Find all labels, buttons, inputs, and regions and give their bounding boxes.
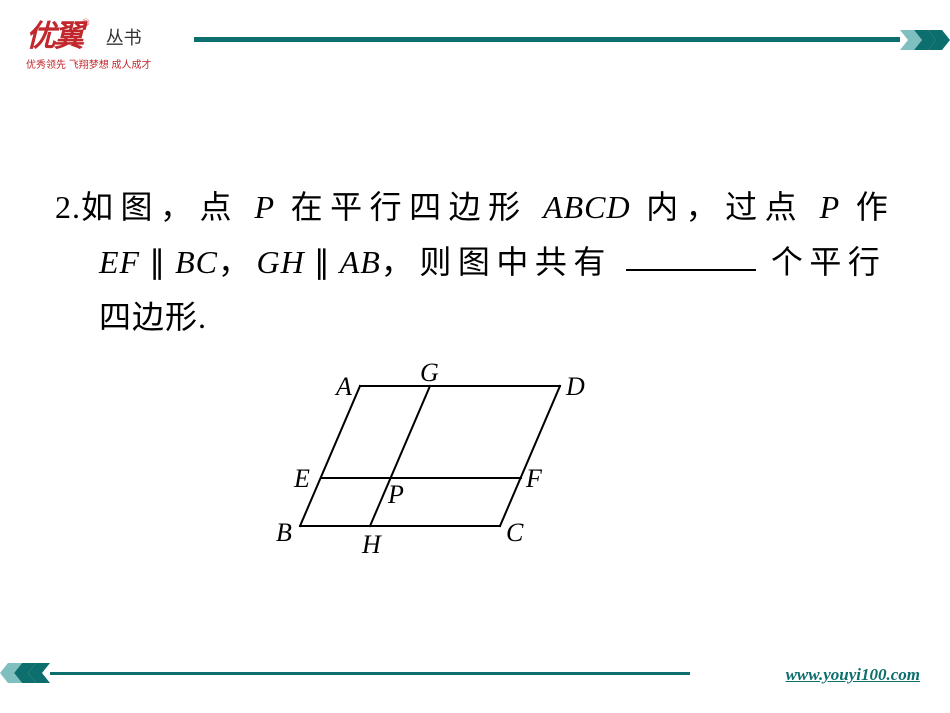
text: ， — [218, 244, 257, 280]
vertex-label-D: D — [566, 372, 585, 402]
vertex-label-P: P — [388, 480, 404, 510]
figure-parallelogram: ADBCGHEFP — [270, 366, 610, 566]
math-ABCD: ABCD — [543, 189, 631, 225]
text: ，则图中共有 — [381, 244, 612, 280]
math-BC: BC — [175, 244, 218, 280]
parallel-symbol: ∥ — [140, 244, 175, 280]
problem-line-3: 四边形. — [55, 290, 910, 345]
vertex-label-A: A — [336, 372, 352, 402]
footer-url: www.youyi100.com — [786, 665, 920, 685]
problem-text: 2.如图，点 P 在平行四边形 ABCD 内，过点 P 作 EF ∥ BC，GH… — [55, 180, 910, 345]
vertex-label-C: C — [506, 518, 523, 548]
chevron-right-icon — [900, 30, 950, 50]
logo-block: 优翼® 丛书 优秀领先 飞翔梦想 成人成才 — [26, 22, 188, 71]
text: 如图，点 — [81, 189, 255, 225]
problem-line-1: 2.如图，点 P 在平行四边形 ABCD 内，过点 P 作 — [55, 180, 910, 235]
math-AB: AB — [340, 244, 381, 280]
vertex-label-F: F — [526, 464, 542, 494]
answer-blank[interactable] — [626, 269, 756, 271]
vertex-label-G: G — [420, 358, 439, 388]
footer-bar — [50, 672, 690, 675]
vertex-label-H: H — [362, 530, 381, 560]
logo-tagline: 优秀领先 飞翔梦想 成人成才 — [26, 56, 188, 71]
chevron-left-icon — [0, 663, 50, 683]
logo-text: 优翼 — [26, 22, 82, 52]
header-bar — [194, 37, 900, 42]
problem-number: 2. — [55, 189, 81, 225]
text: 作 — [840, 189, 895, 225]
logo-reg: ® — [82, 18, 90, 29]
parallel-symbol: ∥ — [305, 244, 340, 280]
text: 四边形. — [99, 299, 207, 335]
vertex-label-E: E — [294, 464, 310, 494]
text: 个平行 — [771, 244, 887, 280]
logo-sub: 丛书 — [106, 24, 142, 50]
math-P: P — [255, 189, 276, 225]
text: 在平行四边形 — [275, 189, 543, 225]
vertex-label-B: B — [276, 518, 292, 548]
header: 优翼® 丛书 优秀领先 飞翔梦想 成人成才 — [0, 22, 950, 76]
math-P: P — [820, 189, 841, 225]
text: 内，过点 — [631, 189, 820, 225]
problem-line-2: EF ∥ BC，GH ∥ AB，则图中共有 个平行 — [55, 235, 910, 290]
math-EF: EF — [99, 244, 140, 280]
math-GH: GH — [257, 244, 305, 280]
